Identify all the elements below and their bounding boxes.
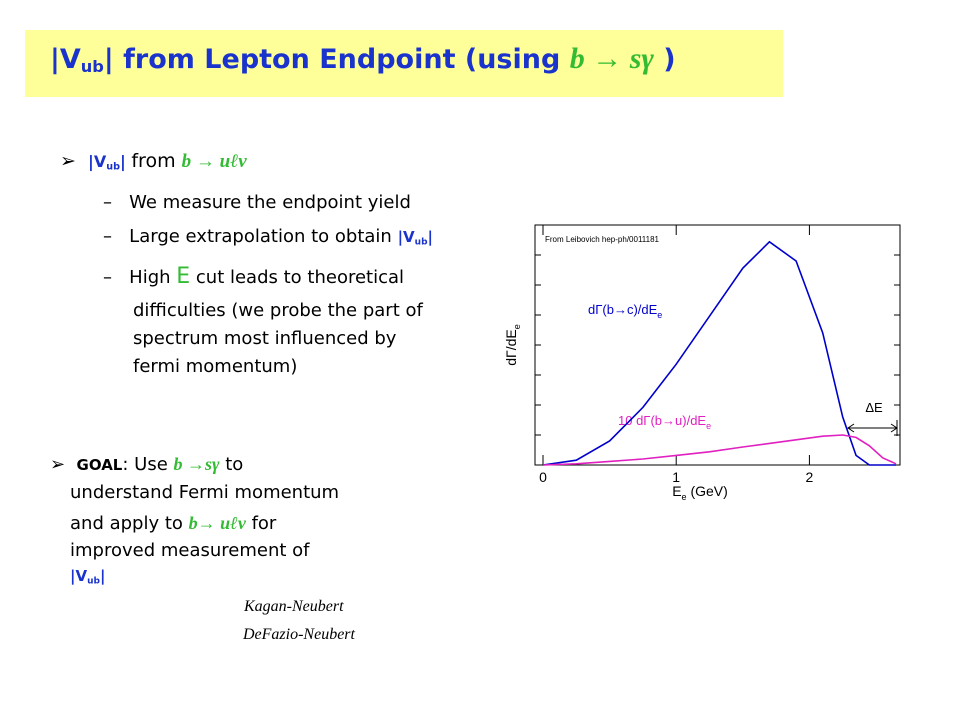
text-part: ub [414,237,428,248]
reference: Kagan-Neubert [244,598,344,615]
sub-bullet-line: difficulties (we probe the part of [133,300,423,321]
text-part: for [245,513,277,534]
delta-label: ΔE [865,400,883,415]
reference: DeFazio-Neubert [243,626,355,643]
text-part: ub [106,161,120,173]
title: |Vub| from Lepton Endpoint (using b → sγ… [50,42,676,76]
sub-bullet: – Large extrapolation to obtain |Vub| [103,226,433,248]
text-part: E [176,264,191,289]
text-part: (GeV) [687,483,728,499]
goal-line: understand Fermi momentum [70,482,340,503]
sub-bullet-line: fermi momentum) [133,356,298,377]
sub-bullet: – High E cut leads to theoretical [103,264,405,289]
title-box [25,30,783,97]
text-part: We measure the endpoint yield [129,192,411,213]
x-tick-label: 2 [806,469,814,485]
text-part: | [99,567,106,585]
annotation: From Leibovich hep-ph/0011181 [545,235,660,244]
y-axis-label: dΓ/dEe [503,324,522,366]
text-part: b →sγ [173,454,220,474]
text-part: b → uℓν [181,151,247,172]
text-part: and apply to [70,513,189,534]
text-part: GOAL [76,456,123,474]
sub-bullet: – We measure the endpoint yield [103,192,411,213]
text-part: from [131,150,182,172]
x-tick-label: 0 [539,469,547,485]
text-part: 10 dΓ(b→u)/dE [618,413,706,428]
text-part: | [427,228,433,246]
text-part: ub [87,576,100,587]
goal-line: |Vub| [70,567,105,586]
bullet: ➢ |Vub| from b → uℓν [60,150,247,173]
y-minor-ticks [535,254,900,436]
text-part: : Use [122,454,174,475]
text-part: e [682,492,687,502]
text-part: |V [397,228,415,246]
text-part: dΓ(b→c)/dE [588,302,658,317]
text-part: b → sγ [569,42,654,75]
text-part: b→ uℓν [188,513,246,533]
delta-arrow [847,420,898,436]
x-axis-label: Ee (GeV) [672,483,728,502]
goal-line: improved measurement of [70,540,310,561]
text-part: |V [70,567,88,585]
goal-line: ➢ GOAL: Use b →sγ to [50,454,244,475]
legend-label: dΓ(b→c)/dEe [588,302,662,320]
text-part: ub [80,57,104,77]
text-part: e [706,421,711,431]
text-part: ) [653,44,676,75]
text-part: |V [50,44,81,75]
plot-frame [534,224,901,466]
x-tick-label: 1 [672,469,680,485]
sub-bullet-line: spectrum most influenced by [133,328,397,349]
text-part: Large extrapolation to obtain [129,226,398,247]
goal-line: and apply to b→ uℓν for [70,513,276,534]
chart: From Leibovich hep-ph/0011181 Ee (GeV) d… [503,224,901,502]
text-part: | [119,152,132,171]
text-part: cut leads to theoretical [190,267,405,288]
series-line [542,434,897,466]
text-part: e [657,310,662,320]
text-part: dΓ/dE [503,329,519,366]
text-part: |V [88,152,107,171]
text-part: | from Lepton Endpoint (using [103,44,570,75]
text-part: High [129,267,177,288]
text-part: to [219,454,244,475]
text-part: E [672,483,681,499]
text-part: e [512,324,522,329]
series-line [542,240,897,466]
legend-label: 10 dΓ(b→u)/dEe [618,413,711,431]
